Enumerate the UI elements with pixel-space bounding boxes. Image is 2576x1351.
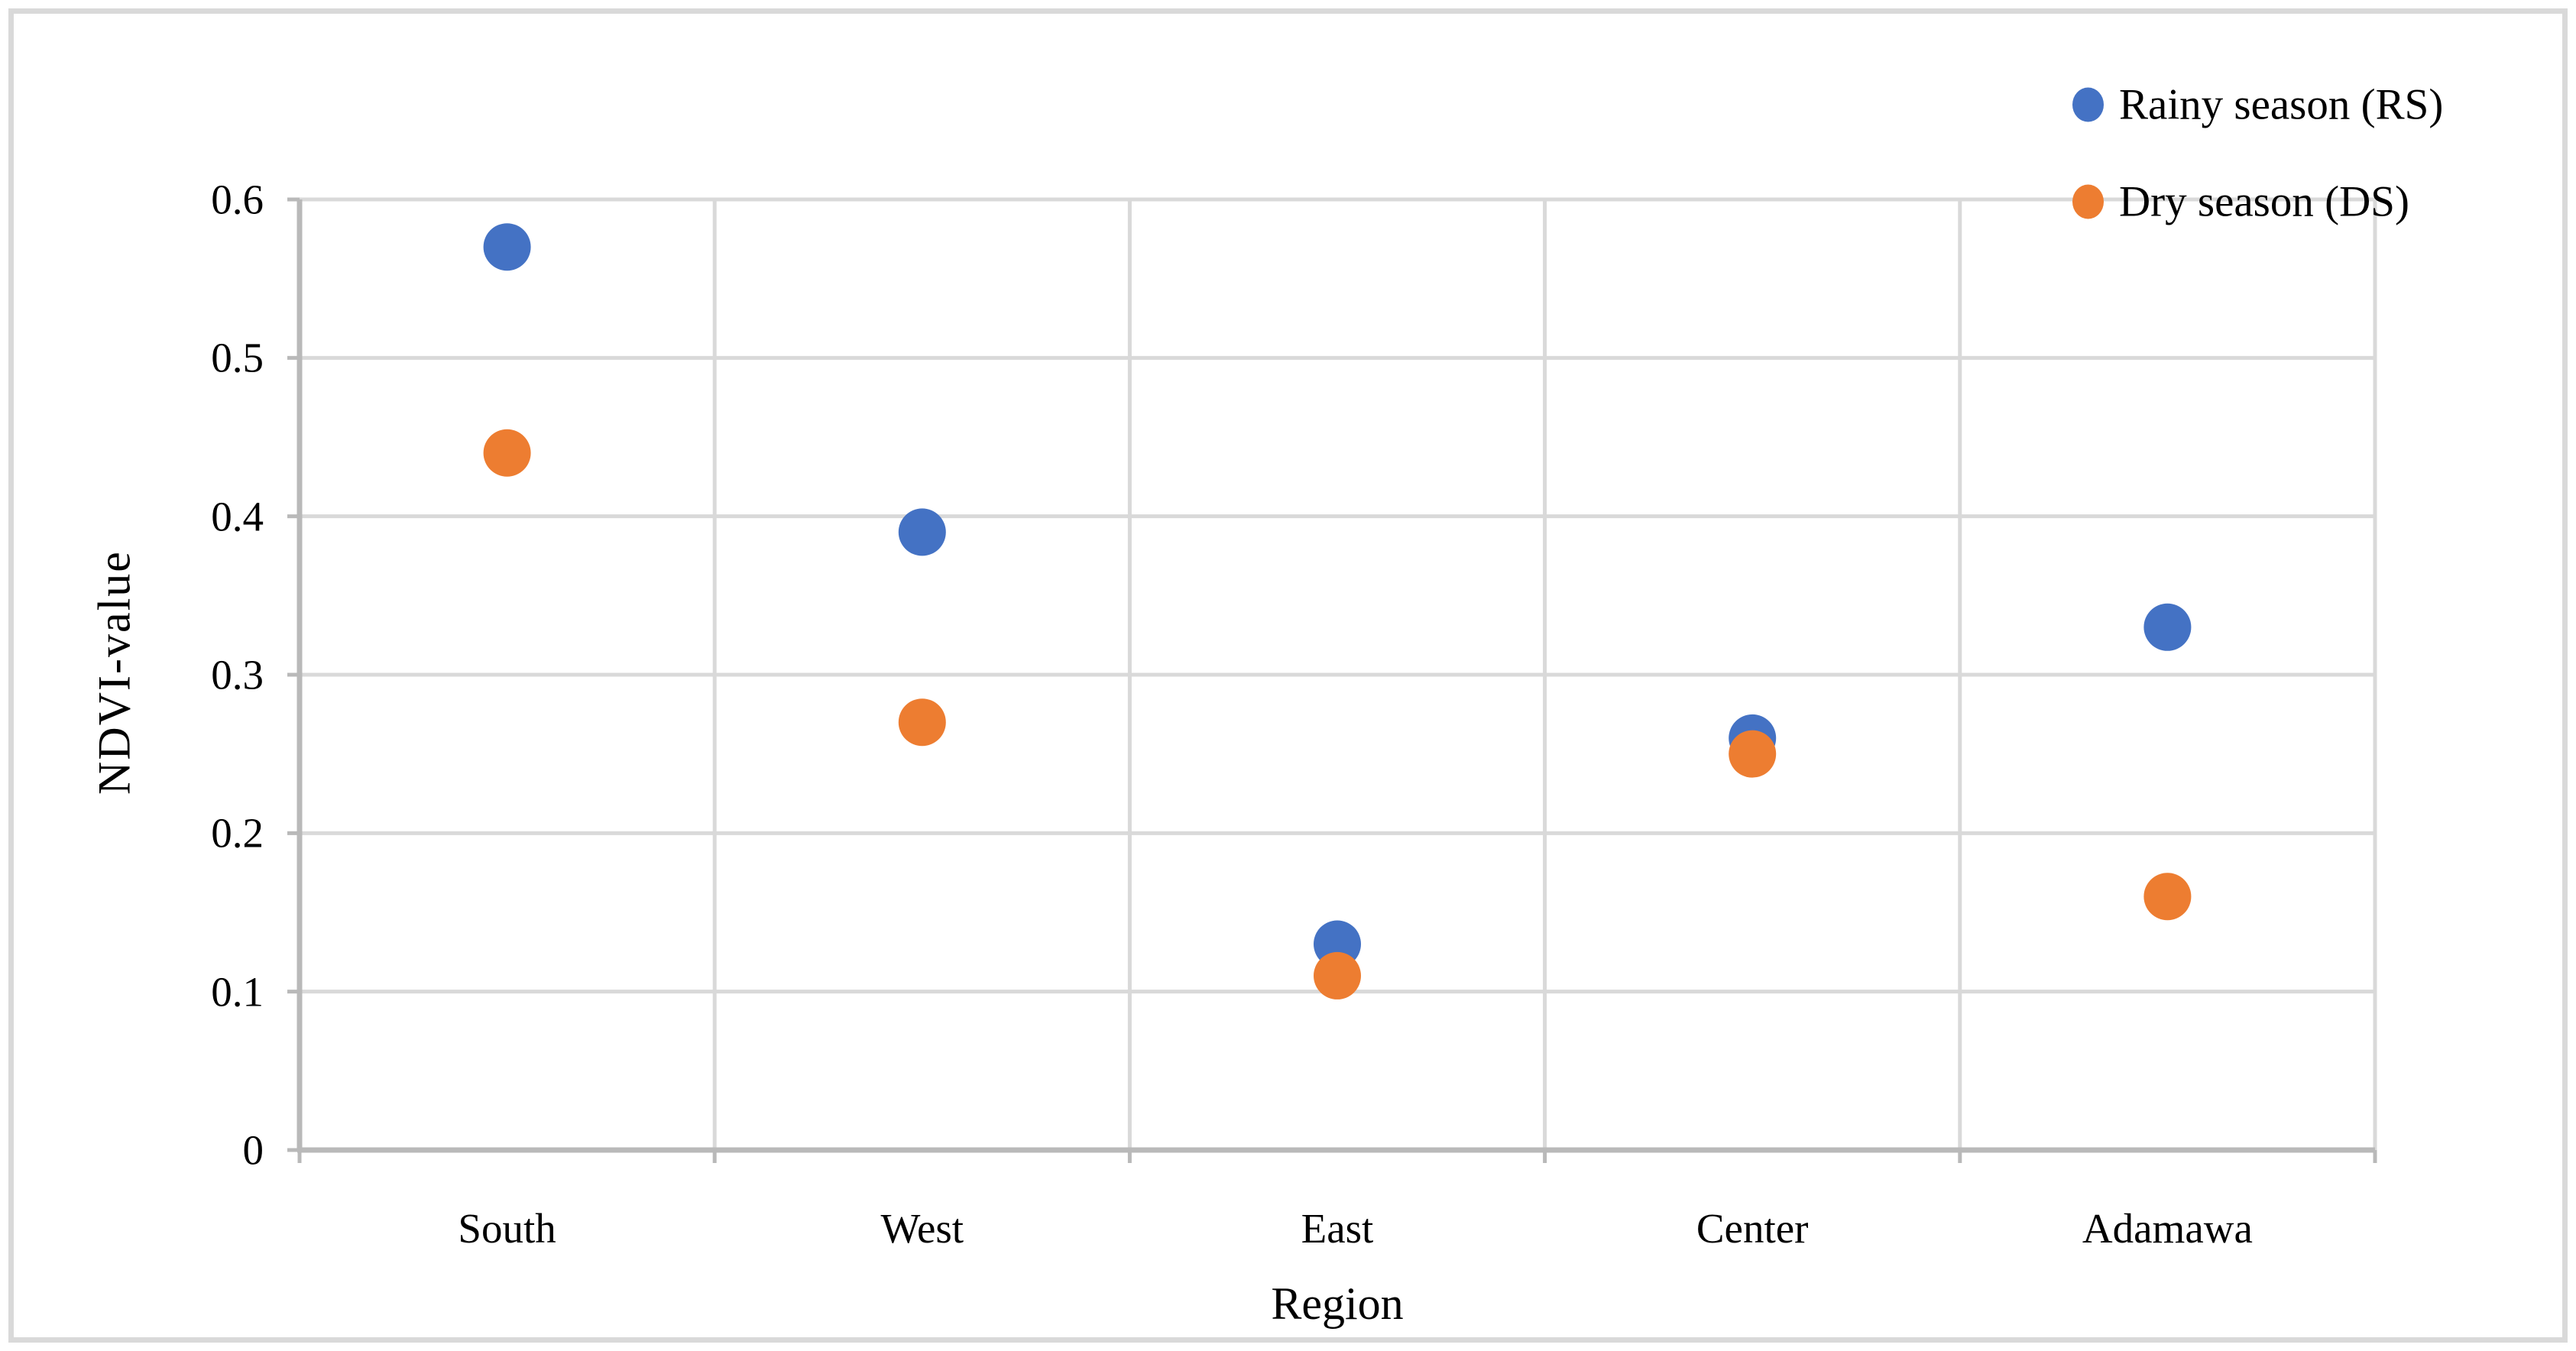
legend-label-dry-season: Dry season (DS) (2119, 177, 2409, 226)
rainy-season-marker-icon (2072, 87, 2104, 122)
data-point-dry-season-ds-center (1729, 730, 1777, 778)
data-point-dry-season-ds-south (483, 429, 531, 477)
x-category-label-south: South (458, 1205, 556, 1252)
x-axis-title: Region (1271, 1278, 1404, 1329)
x-category-label-center: Center (1696, 1205, 1809, 1252)
data-point-dry-season-ds-east (1314, 951, 1361, 999)
y-axis-title: NDVI-value (89, 550, 140, 795)
dry-season-marker-icon (2072, 184, 2104, 219)
data-point-rainy-season-rs-south (483, 223, 531, 271)
y-tick-label-0.3: 0.3 (211, 651, 264, 698)
y-tick-label-0.6: 0.6 (211, 176, 264, 223)
x-category-label-adamawa: Adamawa (2082, 1205, 2253, 1252)
x-category-label-east: East (1301, 1205, 1374, 1252)
y-tick-label-0: 0 (242, 1126, 264, 1174)
data-point-rainy-season-rs-adamawa (2143, 603, 2192, 651)
y-tick-label-0.5: 0.5 (211, 334, 264, 381)
data-point-dry-season-ds-west (898, 698, 946, 747)
y-tick-label-0.1: 0.1 (211, 968, 264, 1016)
data-point-dry-season-ds-adamawa (2143, 873, 2192, 921)
data-point-rainy-season-rs-west (898, 508, 946, 556)
x-category-label-west: West (880, 1205, 964, 1252)
legend-label-rainy-season: Rainy season (RS) (2119, 80, 2444, 129)
legend-item-dry-season: Dry season (DS) (2072, 180, 2409, 224)
y-tick-label-0.4: 0.4 (211, 493, 264, 540)
legend-item-rainy-season: Rainy season (RS) (2072, 83, 2443, 127)
y-tick-label-0.2: 0.2 (211, 809, 264, 857)
